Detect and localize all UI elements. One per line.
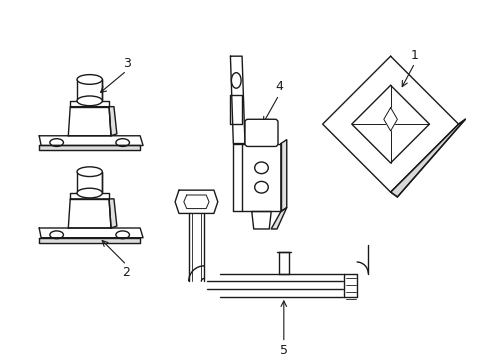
Polygon shape (230, 56, 244, 144)
Polygon shape (280, 140, 286, 211)
Polygon shape (68, 199, 111, 228)
Polygon shape (343, 274, 356, 297)
Polygon shape (70, 193, 109, 199)
Text: 5: 5 (279, 344, 287, 357)
Polygon shape (390, 119, 465, 197)
Ellipse shape (77, 96, 102, 106)
Text: 3: 3 (122, 58, 130, 71)
Polygon shape (68, 107, 111, 136)
Polygon shape (251, 211, 271, 229)
Polygon shape (383, 108, 397, 131)
Polygon shape (39, 136, 143, 145)
Polygon shape (183, 195, 209, 208)
Polygon shape (219, 274, 343, 297)
Polygon shape (230, 95, 242, 124)
Polygon shape (242, 144, 280, 211)
Ellipse shape (77, 75, 102, 84)
Polygon shape (39, 238, 140, 243)
Text: 2: 2 (122, 266, 130, 279)
Text: 4: 4 (274, 80, 283, 93)
Polygon shape (271, 208, 286, 229)
Text: 1: 1 (410, 49, 418, 62)
Polygon shape (247, 124, 275, 144)
Polygon shape (109, 199, 117, 228)
FancyBboxPatch shape (244, 119, 277, 147)
Polygon shape (322, 56, 458, 192)
Polygon shape (109, 107, 117, 136)
Polygon shape (175, 190, 217, 213)
Ellipse shape (77, 188, 102, 198)
Polygon shape (351, 85, 428, 163)
Polygon shape (70, 101, 109, 107)
Ellipse shape (77, 167, 102, 176)
Polygon shape (39, 145, 140, 150)
Polygon shape (39, 228, 143, 238)
